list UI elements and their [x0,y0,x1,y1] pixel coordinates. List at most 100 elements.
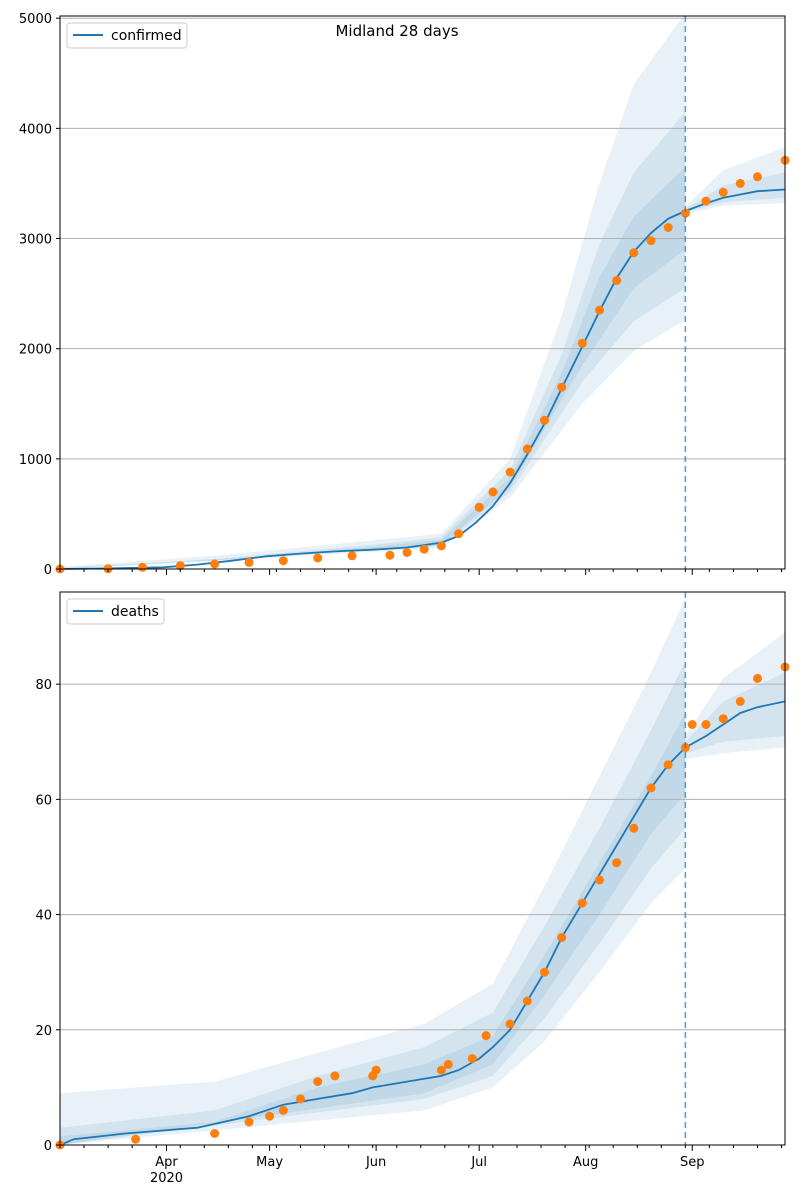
confirmed-observed-point [612,275,622,285]
deaths-observed-point [522,996,532,1006]
deaths-ytick-label: 40 [35,909,52,924]
confirmed-observed-point [454,529,464,539]
xtick-year-label: 2020 [150,1171,183,1186]
confirmed-ytick-label: 4000 [19,122,52,137]
deaths-observed-point [265,1111,275,1121]
confirmed-observed-point [385,550,395,560]
deaths-observed-points [55,662,790,1150]
confirmed-observed-point [735,178,745,188]
deaths-ytick-label: 20 [35,1024,52,1039]
confirmed-observed-point [577,338,587,348]
confirmed-ytick-label: 0 [44,563,52,578]
figure-title: Midland 28 days [335,22,458,40]
xtick-label-may: May [256,1155,283,1170]
confirmed-observed-point [419,544,429,554]
deaths-observed-point [663,760,673,770]
deaths-observed-point [540,967,549,977]
confirmed-observed-point [753,172,762,182]
confirmed-model-path [59,188,786,570]
deaths-observed-point [330,1071,340,1081]
xtick-label-jul: Jul [470,1155,487,1170]
deaths-observed-point [612,858,622,868]
deaths-observed-point [210,1129,220,1138]
confirmed-observed-point [488,487,498,497]
deaths-observed-point [718,714,728,724]
confirmed-observed-point [663,223,673,232]
confirmed-axes: 0 1000 2000 3000 4000 5000 [19,12,786,578]
confirmed-observed-point [505,467,515,477]
deaths-observed-point [481,1031,491,1041]
deaths-observed-point [753,673,762,683]
deaths-observed-point [577,898,587,908]
deaths-observed-point [313,1077,323,1087]
confirmed-uncertainty-bands [60,12,785,570]
confirmed-legend: confirmed [66,22,188,49]
deaths-observed-point [131,1134,141,1144]
confirmed-observed-point [718,187,728,197]
xtick-label-apr: Apr [155,1155,178,1170]
confirmed-observed-point [629,248,639,258]
deaths-observed-point [467,1054,477,1064]
deaths-panel: 0 20 40 60 80 deaths [35,591,790,1154]
deaths-axes: 0 20 40 60 80 [35,591,786,1154]
confirmed-observed-point [474,502,484,512]
deaths-observed-point [701,720,711,729]
deaths-ytick-label: 0 [44,1139,52,1154]
confirmed-observed-point [210,559,220,569]
xtick-label-jun: Jun [365,1155,386,1170]
confirmed-observed-point [646,236,656,246]
confirmed-observed-point [522,444,532,454]
confirmed-observed-point [244,557,254,567]
confirmed-observed-point [595,305,604,315]
legend-label-deaths: deaths [111,604,159,620]
confirmed-ytick-label: 5000 [19,12,52,27]
confirmed-observed-point [557,382,567,392]
legend-label-confirmed: confirmed [111,28,182,44]
confirmed-gridlines [60,17,785,460]
x-axis: Apr May Jun Jul Aug Sep 2020 [150,1155,705,1186]
xtick-label-aug: Aug [573,1155,598,1170]
confirmed-ytick-label: 2000 [19,343,52,358]
xtick-label-sep: Sep [680,1155,705,1170]
deaths-band-1 [60,661,686,1145]
confirmed-model-line [59,188,786,570]
deaths-observed-point [646,783,656,793]
confirmed-observed-point [175,561,185,571]
deaths-observed-point [443,1059,453,1069]
deaths-uncertainty-bands [60,597,785,1145]
deaths-observed-point [244,1117,254,1127]
deaths-gridlines [60,683,785,1031]
legend-box [66,598,165,625]
confirmed-band-1 [60,111,686,570]
deaths-observed-point [687,720,697,729]
confirmed-observed-point [701,196,711,206]
deaths-observed-point [735,696,745,706]
deaths-ytick-label: 60 [35,793,52,808]
confirmed-observed-point [436,541,446,551]
confirmed-ytick-label: 3000 [19,233,52,248]
deaths-observed-point [595,875,604,885]
confirmed-plot-frame [59,15,786,570]
confirmed-observed-point [347,551,357,561]
confirmed-observed-point [540,415,549,425]
confirmed-observed-point [402,548,412,557]
confirmed-observed-points [55,155,790,574]
deaths-ytick-label: 80 [35,678,52,693]
confirmed-observed-point [278,556,288,566]
deaths-observed-point [629,823,639,833]
deaths-observed-point [278,1105,288,1115]
confirmed-panel: 0 1000 2000 3000 4000 5000 confirmed [19,12,790,578]
deaths-observed-point [557,933,567,943]
deaths-band-0 [60,597,686,1145]
confirmed-band-3 [685,147,785,215]
confirmed-observed-point [138,562,147,572]
confirmed-band-0 [60,12,686,569]
deaths-legend: deaths [66,598,165,625]
deaths-observed-point [436,1065,446,1075]
deaths-observed-point [296,1094,305,1104]
confirmed-observed-point [680,208,690,218]
confirmed-observed-point [313,553,323,563]
deaths-band-2 [60,713,686,1145]
confirmed-ytick-label: 1000 [19,453,52,468]
